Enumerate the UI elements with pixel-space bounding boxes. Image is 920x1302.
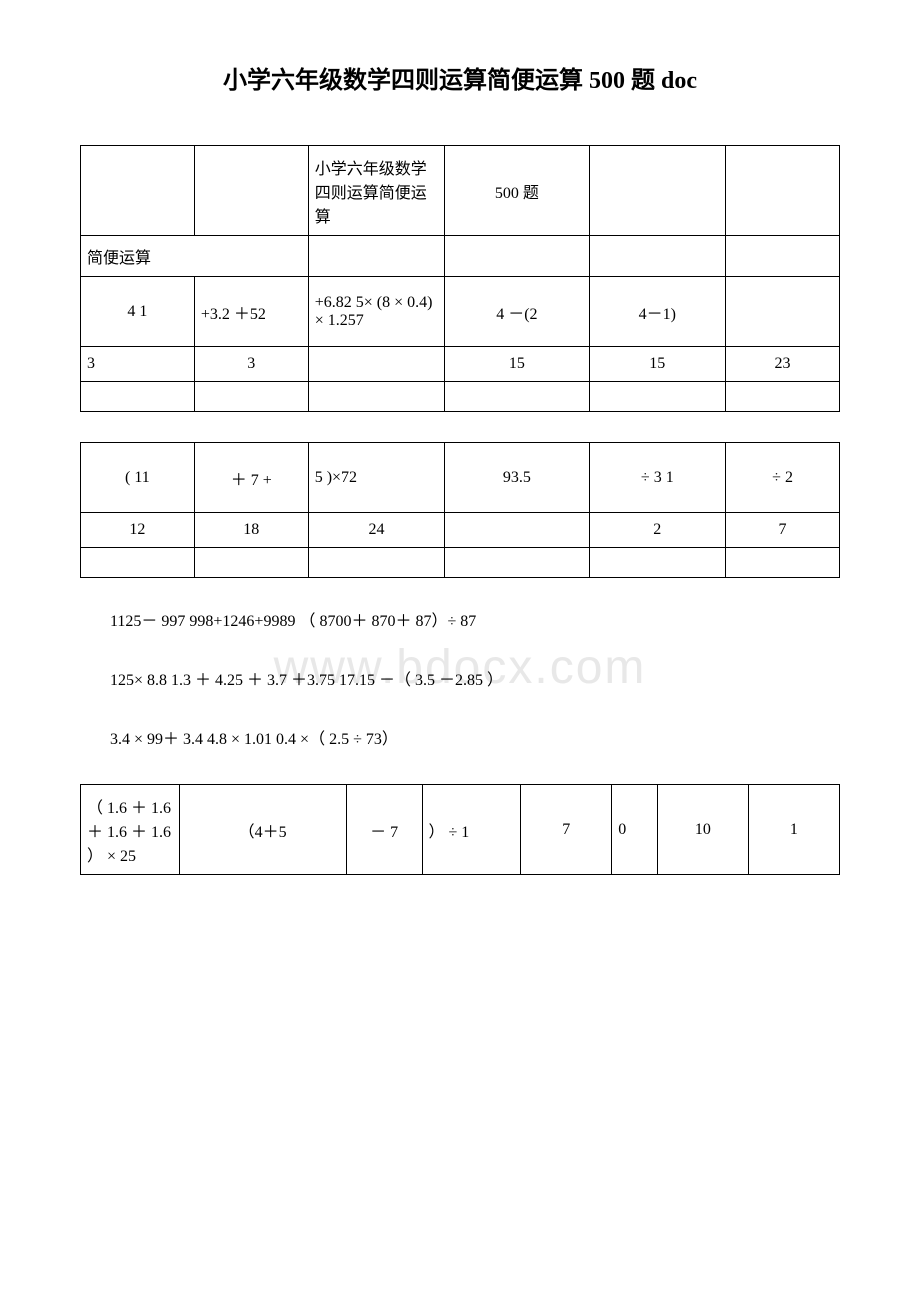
table-cell: － 7 [346, 785, 422, 875]
table-row: 12 18 24 2 7 [81, 513, 840, 548]
table-cell [445, 513, 589, 548]
table-cell: 1 [748, 785, 839, 875]
table-cell: 15 [445, 347, 589, 382]
table-2: ( 11 ＋ 7 + 5 )×72 93.5 ÷ 3 1 ÷ 2 12 18 2… [80, 442, 840, 578]
table-cell [81, 548, 195, 578]
table-cell: 简便运算 [81, 236, 309, 277]
table-cell [308, 236, 445, 277]
table-cell: ÷ 2 [726, 443, 840, 513]
table-cell: 小学六年级数学四则运算简便运算 [308, 146, 445, 236]
table-cell [308, 382, 445, 412]
table-cell [589, 236, 726, 277]
table-cell: 12 [81, 513, 195, 548]
table-cell: ＋ 7 + [194, 443, 308, 513]
table-cell [81, 382, 195, 412]
table-row: 4 1 +3.2 ＋52 +6.82 5× (8 × 0.4) × 1.257 … [81, 277, 840, 347]
table-row: （ 1.6 ＋ 1.6 ＋ 1.6 ＋ 1.6 ） × 25 （4＋5 － 7 … [81, 785, 840, 875]
table-cell: ( 11 [81, 443, 195, 513]
table-cell: 3 [194, 347, 308, 382]
table-cell: 24 [308, 513, 445, 548]
table-3: （ 1.6 ＋ 1.6 ＋ 1.6 ＋ 1.6 ） × 25 （4＋5 － 7 … [80, 784, 840, 875]
table-row: 3 3 15 15 23 [81, 347, 840, 382]
table-cell [445, 548, 589, 578]
table-cell: 15 [589, 347, 726, 382]
table-cell [194, 548, 308, 578]
paragraph-2: 125× 8.8 1.3 ＋ 4.25 ＋ 3.7 ＋3.75 17.15 －（… [110, 667, 840, 696]
table-cell [194, 146, 308, 236]
table-row: 简便运算 [81, 236, 840, 277]
table-cell [589, 382, 726, 412]
table-cell: 10 [657, 785, 748, 875]
table-cell: 7 [726, 513, 840, 548]
paragraph-1: 1125－ 997 998+1246+9989 （ 8700＋ 870＋ 87）… [110, 608, 840, 637]
table-cell: 23 [726, 347, 840, 382]
table-cell: ÷ 3 1 [589, 443, 726, 513]
table-cell [726, 277, 840, 347]
table-cell: （ 1.6 ＋ 1.6 ＋ 1.6 ＋ 1.6 ） × 25 [81, 785, 180, 875]
page-title: 小学六年级数学四则运算简便运算 500 题 doc [80, 60, 840, 95]
table-cell: （4＋5 [179, 785, 346, 875]
table-cell: 7 [521, 785, 612, 875]
table-cell [726, 146, 840, 236]
table-cell [589, 146, 726, 236]
table-row [81, 382, 840, 412]
table-cell [194, 382, 308, 412]
table-cell: 4－1) [589, 277, 726, 347]
table-cell: 2 [589, 513, 726, 548]
table-cell [589, 548, 726, 578]
table-cell: 18 [194, 513, 308, 548]
table-cell [81, 146, 195, 236]
table-row: ( 11 ＋ 7 + 5 )×72 93.5 ÷ 3 1 ÷ 2 [81, 443, 840, 513]
table-cell: 0 [612, 785, 658, 875]
table-cell: +3.2 ＋52 [194, 277, 308, 347]
table-cell [445, 236, 589, 277]
paragraph-3: 3.4 × 99＋ 3.4 4.8 × 1.01 0.4 ×（ 2.5 ÷ 73… [110, 726, 840, 755]
table-cell [726, 382, 840, 412]
table-cell: 5 )×72 [308, 443, 445, 513]
table-cell [726, 236, 840, 277]
table-cell: 4 1 [81, 277, 195, 347]
table-row: 小学六年级数学四则运算简便运算 500 题 [81, 146, 840, 236]
table-cell [726, 548, 840, 578]
table-cell: 3 [81, 347, 195, 382]
table-cell [308, 548, 445, 578]
table-cell: 500 题 [445, 146, 589, 236]
table-cell: 93.5 [445, 443, 589, 513]
table-cell: 4 －(2 [445, 277, 589, 347]
table-cell [445, 382, 589, 412]
document-content: 小学六年级数学四则运算简便运算 500 题 doc 小学六年级数学四则运算简便运… [80, 60, 840, 875]
table-cell [308, 347, 445, 382]
table-cell: +6.82 5× (8 × 0.4) × 1.257 [308, 277, 445, 347]
table-1: 小学六年级数学四则运算简便运算 500 题 简便运算 4 1 +3.2 ＋52 … [80, 145, 840, 412]
table-row [81, 548, 840, 578]
table-cell: ） ÷ 1 [422, 785, 521, 875]
